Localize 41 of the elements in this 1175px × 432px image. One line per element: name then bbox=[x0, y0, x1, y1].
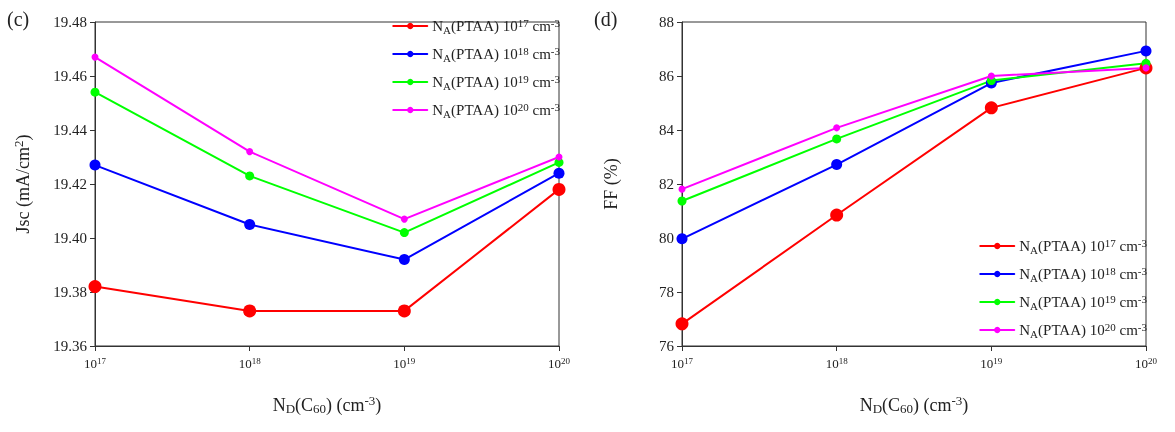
y-tick-label: 84 bbox=[659, 122, 675, 138]
point bbox=[397, 304, 411, 318]
point bbox=[398, 254, 410, 266]
point bbox=[830, 208, 844, 222]
point bbox=[245, 171, 255, 181]
point bbox=[89, 159, 101, 171]
y-tick-label: 80 bbox=[659, 230, 674, 246]
chart-title: (d) bbox=[594, 8, 618, 31]
y-tick-label: 19.38 bbox=[53, 284, 87, 300]
point bbox=[553, 167, 565, 179]
y-tick-label: 78 bbox=[659, 284, 674, 300]
point bbox=[552, 182, 566, 196]
point bbox=[400, 215, 408, 223]
y-tick-label: 19.44 bbox=[53, 122, 88, 138]
point bbox=[88, 280, 102, 294]
point bbox=[677, 196, 687, 206]
point bbox=[831, 159, 843, 171]
y-tick-label: 76 bbox=[659, 338, 675, 354]
point bbox=[676, 233, 688, 245]
chart-title: (c) bbox=[7, 8, 30, 31]
point bbox=[399, 228, 409, 238]
y-tick-label: 19.42 bbox=[53, 176, 87, 192]
point bbox=[675, 317, 689, 331]
point bbox=[984, 101, 998, 115]
y-tick-label: 19.40 bbox=[53, 230, 87, 246]
point bbox=[243, 304, 257, 318]
point bbox=[90, 87, 100, 97]
y-axis-title: FF (%) bbox=[601, 158, 622, 210]
y-axis-title: Jsc (mA/cm2) bbox=[11, 134, 34, 234]
point bbox=[1140, 45, 1152, 57]
y-tick-label: 82 bbox=[659, 176, 674, 192]
point bbox=[244, 219, 256, 230]
y-tick-label: 19.46 bbox=[53, 68, 88, 84]
y-tick-label: 86 bbox=[659, 68, 675, 84]
y-tick-label: 19.48 bbox=[53, 14, 87, 30]
point bbox=[833, 124, 841, 132]
point bbox=[987, 72, 995, 80]
y-tick-label: 19.36 bbox=[53, 338, 88, 354]
point bbox=[246, 148, 254, 156]
y-tick-label: 88 bbox=[659, 14, 674, 30]
point bbox=[832, 134, 842, 144]
